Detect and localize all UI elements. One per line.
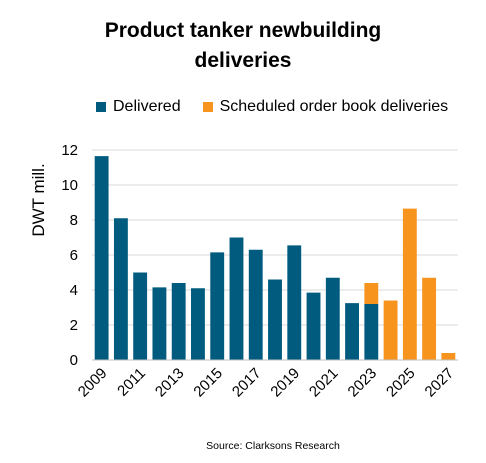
- y-tick-label-10: 10: [61, 177, 78, 194]
- chart-title-line-1: Product tanker newbuilding: [104, 19, 382, 42]
- y-tick-label-0: 0: [70, 352, 78, 369]
- chart-title-line-2: deliveries: [194, 49, 292, 72]
- y-tick-label-12: 12: [61, 142, 78, 159]
- legend-item-scheduled: Scheduled order book deliveries: [202, 98, 449, 116]
- x-tick-label-2023: 2023: [345, 365, 381, 401]
- legend-swatch-scheduled: [202, 102, 213, 112]
- bar-delivered-2021: [325, 277, 340, 360]
- bar-scheduled-2025: [402, 208, 417, 360]
- bar-delivered-2012: [152, 287, 167, 360]
- x-tick-label-2025: 2025: [383, 365, 419, 401]
- bar-delivered-2013: [171, 283, 186, 360]
- x-tick-label-2015: 2015: [190, 365, 226, 401]
- bar-delivered-2009: [94, 156, 109, 360]
- x-tick-label-2017: 2017: [229, 365, 265, 401]
- bar-delivered-2020: [306, 292, 321, 360]
- legend-item-delivered: Delivered: [96, 98, 181, 116]
- y-tick-label-4: 4: [70, 282, 78, 299]
- chart-legend: Delivered Scheduled order book deliverie…: [96, 98, 470, 116]
- x-tick-label-2021: 2021: [306, 365, 342, 401]
- y-axis-label: DWT mill.: [29, 163, 48, 236]
- bar-scheduled-2023: [364, 283, 379, 304]
- bar-delivered-2015: [210, 252, 225, 360]
- bar-delivered-2010: [113, 218, 128, 360]
- y-tick-labels: 0 2 4 6 8 10 12: [61, 142, 78, 369]
- x-tick-label-2011: 2011: [114, 365, 149, 400]
- bar-delivered-2014: [191, 288, 205, 360]
- bar-delivered-2022: [345, 303, 359, 360]
- bar-delivered-2011: [133, 272, 148, 360]
- bar-delivered-2017: [248, 249, 263, 360]
- legend-label-delivered: Delivered: [113, 98, 181, 115]
- bars: [94, 156, 456, 360]
- bar-delivered-2016: [229, 237, 244, 360]
- bar-delivered-2023: [364, 304, 379, 360]
- bar-scheduled-2026: [422, 277, 437, 360]
- source-note: Source: Clarksons Research: [206, 440, 340, 452]
- bar-delivered-2018: [268, 279, 282, 360]
- y-tick-label-8: 8: [70, 212, 78, 229]
- x-tick-label-2009: 2009: [75, 365, 111, 401]
- legend-swatch-delivered: [96, 102, 106, 112]
- y-tick-label-2: 2: [70, 317, 78, 334]
- x-tick-label-2027: 2027: [422, 365, 458, 401]
- bar-scheduled-2024: [383, 300, 398, 360]
- legend-label-scheduled: Scheduled order book deliveries: [219, 98, 449, 115]
- x-tick-label-2013: 2013: [152, 365, 188, 401]
- x-tick-labels: 2009 2011 2013 2015 2017 2019 2021 2023 2025 2027: [75, 365, 457, 401]
- y-tick-label-6: 6: [70, 247, 78, 264]
- x-tick-label-2019: 2019: [267, 365, 303, 401]
- bar-scheduled-2027: [441, 353, 456, 360]
- chart-title: Product tanker newbuilding deliveries: [0, 16, 486, 76]
- bar-delivered-2019: [287, 245, 302, 360]
